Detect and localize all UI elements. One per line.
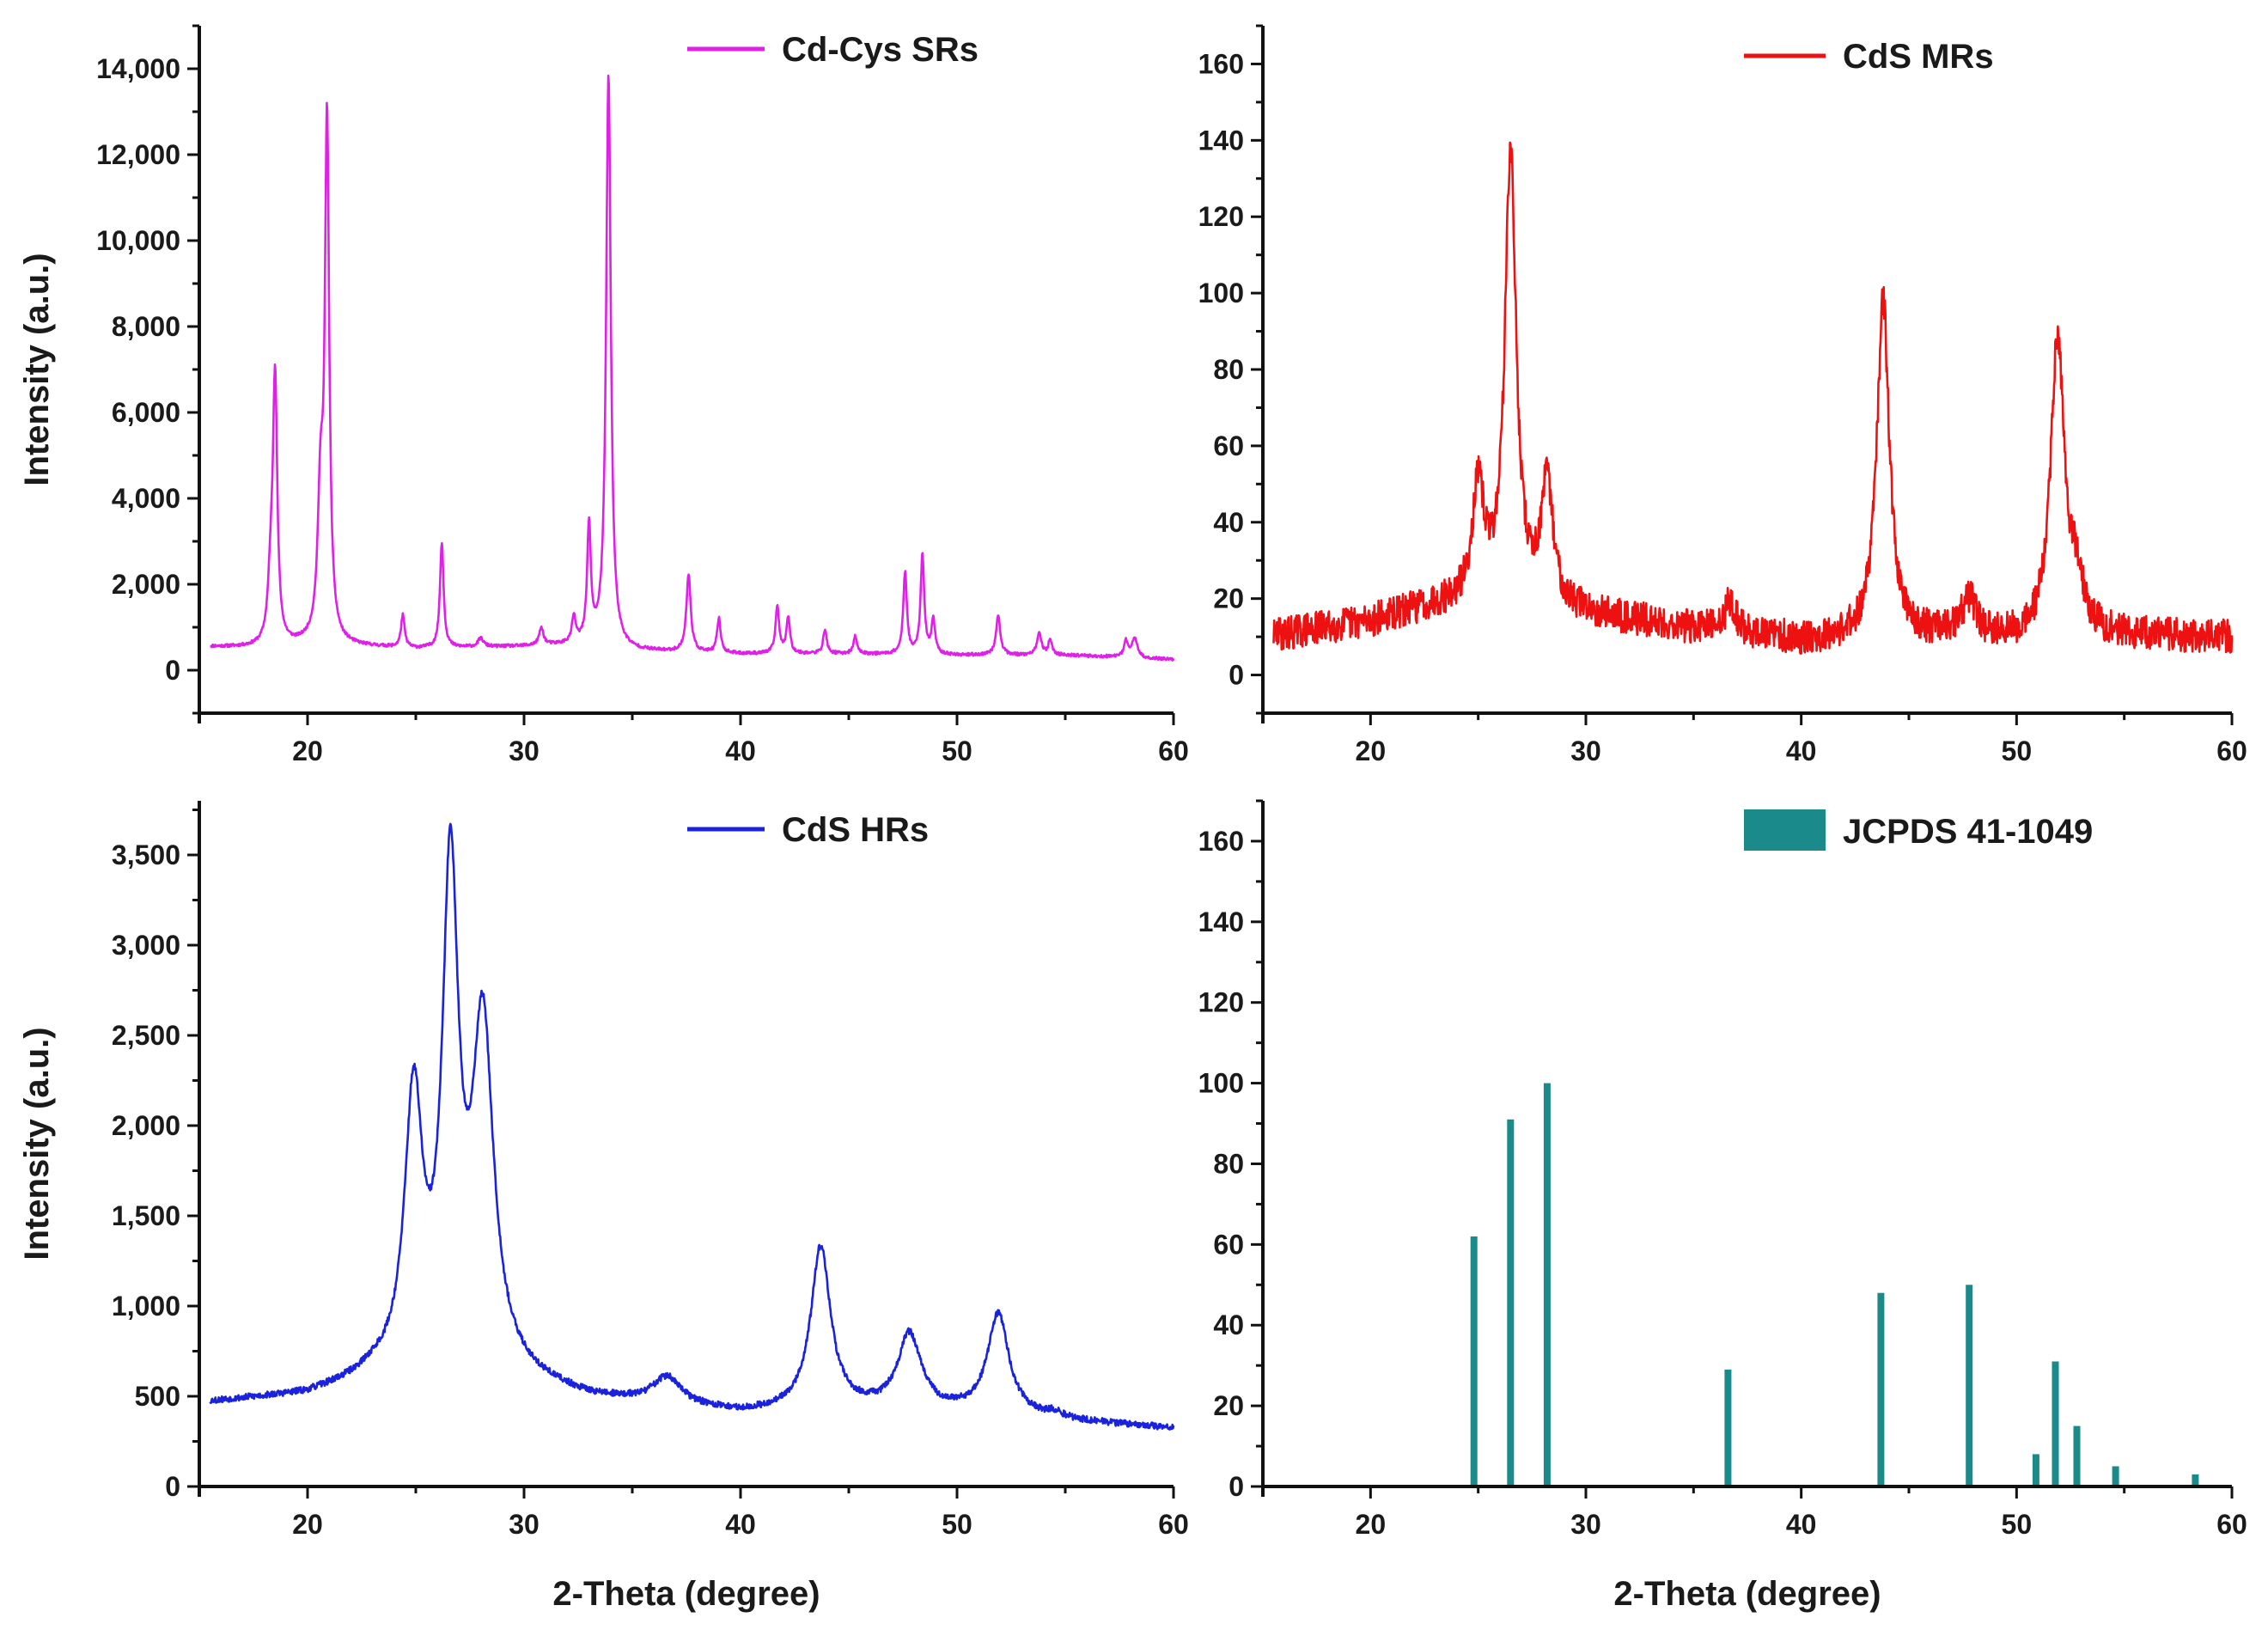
bar-28.2 xyxy=(1543,1083,1551,1486)
x-tick-label: 60 xyxy=(1158,736,1189,766)
y-tick-label: 60 xyxy=(1213,1229,1244,1260)
bar-36.6 xyxy=(1724,1369,1732,1486)
y-tick-label: 40 xyxy=(1213,1309,1244,1340)
y-tick-label: 500 xyxy=(135,1381,180,1412)
x-tick-label: 60 xyxy=(2216,1509,2247,1540)
y-tick-label: 10,000 xyxy=(96,225,180,256)
y-tick-label: 80 xyxy=(1213,354,1244,385)
legend: Cd-Cys SRs xyxy=(687,31,979,69)
y-tick-label: 40 xyxy=(1213,507,1244,538)
x-tick-label: 30 xyxy=(509,736,540,766)
axes: 20 30 40 50 60 0 2,000 4,000 6,000 8,000 10,000 12,… xyxy=(96,24,1189,766)
x-tick-label: 20 xyxy=(292,1509,323,1540)
y-tick-label: 3,500 xyxy=(112,839,180,870)
legend: CdS MRs xyxy=(1744,38,1994,76)
y-tick-label: 120 xyxy=(1198,201,1244,232)
axes: 20 30 40 50 60 0 20 40 60 80 100 120 140 160 xyxy=(1198,24,2247,766)
y-tick-label: 6,000 xyxy=(112,397,180,428)
y-tick-label: 0 xyxy=(1228,1471,1244,1502)
x-tick-label: 60 xyxy=(2216,736,2247,766)
legend-label: CdS HRs xyxy=(782,811,929,849)
y-tick-label: 1,000 xyxy=(112,1291,180,1322)
bar-43.7 xyxy=(1877,1292,1885,1486)
y-tick-label: 3,000 xyxy=(112,930,180,961)
x-tick-label: 40 xyxy=(1786,736,1817,766)
panel-jcpds-reference: 20 30 40 50 60 0 20 40 60 80 100 120 140 160 JCPDS 41… xyxy=(1198,799,2247,1613)
y-tick-label: 2,000 xyxy=(112,569,180,600)
legend: JCPDS 41-1049 xyxy=(1744,809,2093,851)
legend-label: Cd-Cys SRs xyxy=(782,31,979,69)
series-line xyxy=(209,822,1175,1431)
bar-54.6 xyxy=(2112,1466,2119,1486)
y-tick-label: 0 xyxy=(165,655,180,686)
bar-26.5 xyxy=(1507,1119,1515,1486)
y-tick-label: 0 xyxy=(1228,660,1244,691)
x-tick-label: 50 xyxy=(942,736,972,766)
x-tick-label: 40 xyxy=(1786,1509,1817,1540)
bar-51.8 xyxy=(2052,1361,2059,1486)
y-tick-label: 2,000 xyxy=(112,1110,180,1141)
y-tick-label: 4,000 xyxy=(112,483,180,514)
y-tick-label: 0 xyxy=(165,1471,180,1502)
x-tick-label: 20 xyxy=(1356,736,1387,766)
series-line-cd-cys-srs xyxy=(209,74,1175,662)
y-tick-label: 20 xyxy=(1213,1390,1244,1421)
y-tick-label: 80 xyxy=(1213,1148,1244,1179)
panel-cds-mrs: 20 30 40 50 60 0 20 40 60 80 100 120 140 160 CdS MRs xyxy=(1198,24,2247,766)
y-tick-label: 1,500 xyxy=(112,1200,180,1231)
y-tick-label: 14,000 xyxy=(96,53,180,84)
series-line xyxy=(1272,141,2234,655)
y-tick-label: 160 xyxy=(1198,826,1244,857)
x-axis-label: 2-Theta (degree) xyxy=(552,1575,820,1613)
axes: 20 30 40 50 60 0 500 1,000 1,500 2,000 2,500 3,000 3… xyxy=(112,801,1189,1540)
x-tick-label: 40 xyxy=(725,736,756,766)
legend-label: CdS MRs xyxy=(1843,38,1994,76)
x-tick-label: 30 xyxy=(1570,736,1601,766)
bar-47.8 xyxy=(1966,1285,1973,1486)
y-tick-label: 140 xyxy=(1198,125,1244,156)
series-line xyxy=(209,74,1175,662)
x-axis-label: 2-Theta (degree) xyxy=(1613,1575,1881,1613)
y-tick-label: 160 xyxy=(1198,48,1244,79)
panel-cds-hrs: 20 30 40 50 60 0 500 1,000 1,500 2,000 2,500 3,000 3… xyxy=(18,801,1189,1613)
x-tick-label: 50 xyxy=(2002,736,2033,766)
legend-label: JCPDS 41-1049 xyxy=(1843,813,2093,851)
x-tick-label: 60 xyxy=(1158,1509,1189,1540)
y-tick-label: 120 xyxy=(1198,987,1244,1018)
y-tick-label: 2,500 xyxy=(112,1020,180,1051)
y-axis-label: Intensity (a.u.) xyxy=(18,253,56,485)
bar-24.8 xyxy=(1470,1236,1478,1486)
axes: 20 30 40 50 60 0 20 40 60 80 100 120 140 160 xyxy=(1198,799,2247,1540)
y-tick-label: 20 xyxy=(1213,583,1244,614)
series-line-cds-hrs xyxy=(209,822,1175,1431)
y-tick-label: 60 xyxy=(1213,430,1244,461)
bar-52.8 xyxy=(2073,1425,2081,1486)
x-tick-label: 40 xyxy=(725,1509,756,1540)
x-tick-label: 20 xyxy=(1356,1509,1387,1540)
x-tick-label: 30 xyxy=(1570,1509,1601,1540)
legend-swatch xyxy=(1744,809,1826,851)
y-tick-label: 100 xyxy=(1198,278,1244,308)
y-axis-label: Intensity (a.u.) xyxy=(18,1027,56,1260)
x-tick-label: 20 xyxy=(292,736,323,766)
y-tick-label: 12,000 xyxy=(96,139,180,170)
x-tick-label: 50 xyxy=(2002,1509,2033,1540)
y-tick-label: 140 xyxy=(1198,907,1244,937)
x-tick-label: 50 xyxy=(942,1509,972,1540)
series-line-cds-mrs xyxy=(1272,141,2234,655)
y-tick-label: 8,000 xyxy=(112,311,180,342)
series-bars-jcpds xyxy=(1470,1083,2199,1486)
legend: CdS HRs xyxy=(687,811,929,849)
bar-50.9 xyxy=(2032,1454,2039,1486)
x-tick-label: 30 xyxy=(509,1509,540,1540)
y-tick-label: 100 xyxy=(1198,1068,1244,1099)
panel-cd-cys-srs: 20 30 40 50 60 0 2,000 4,000 6,000 8,000 10,000 12,… xyxy=(18,24,1189,766)
bar-58.3 xyxy=(2192,1474,2199,1486)
